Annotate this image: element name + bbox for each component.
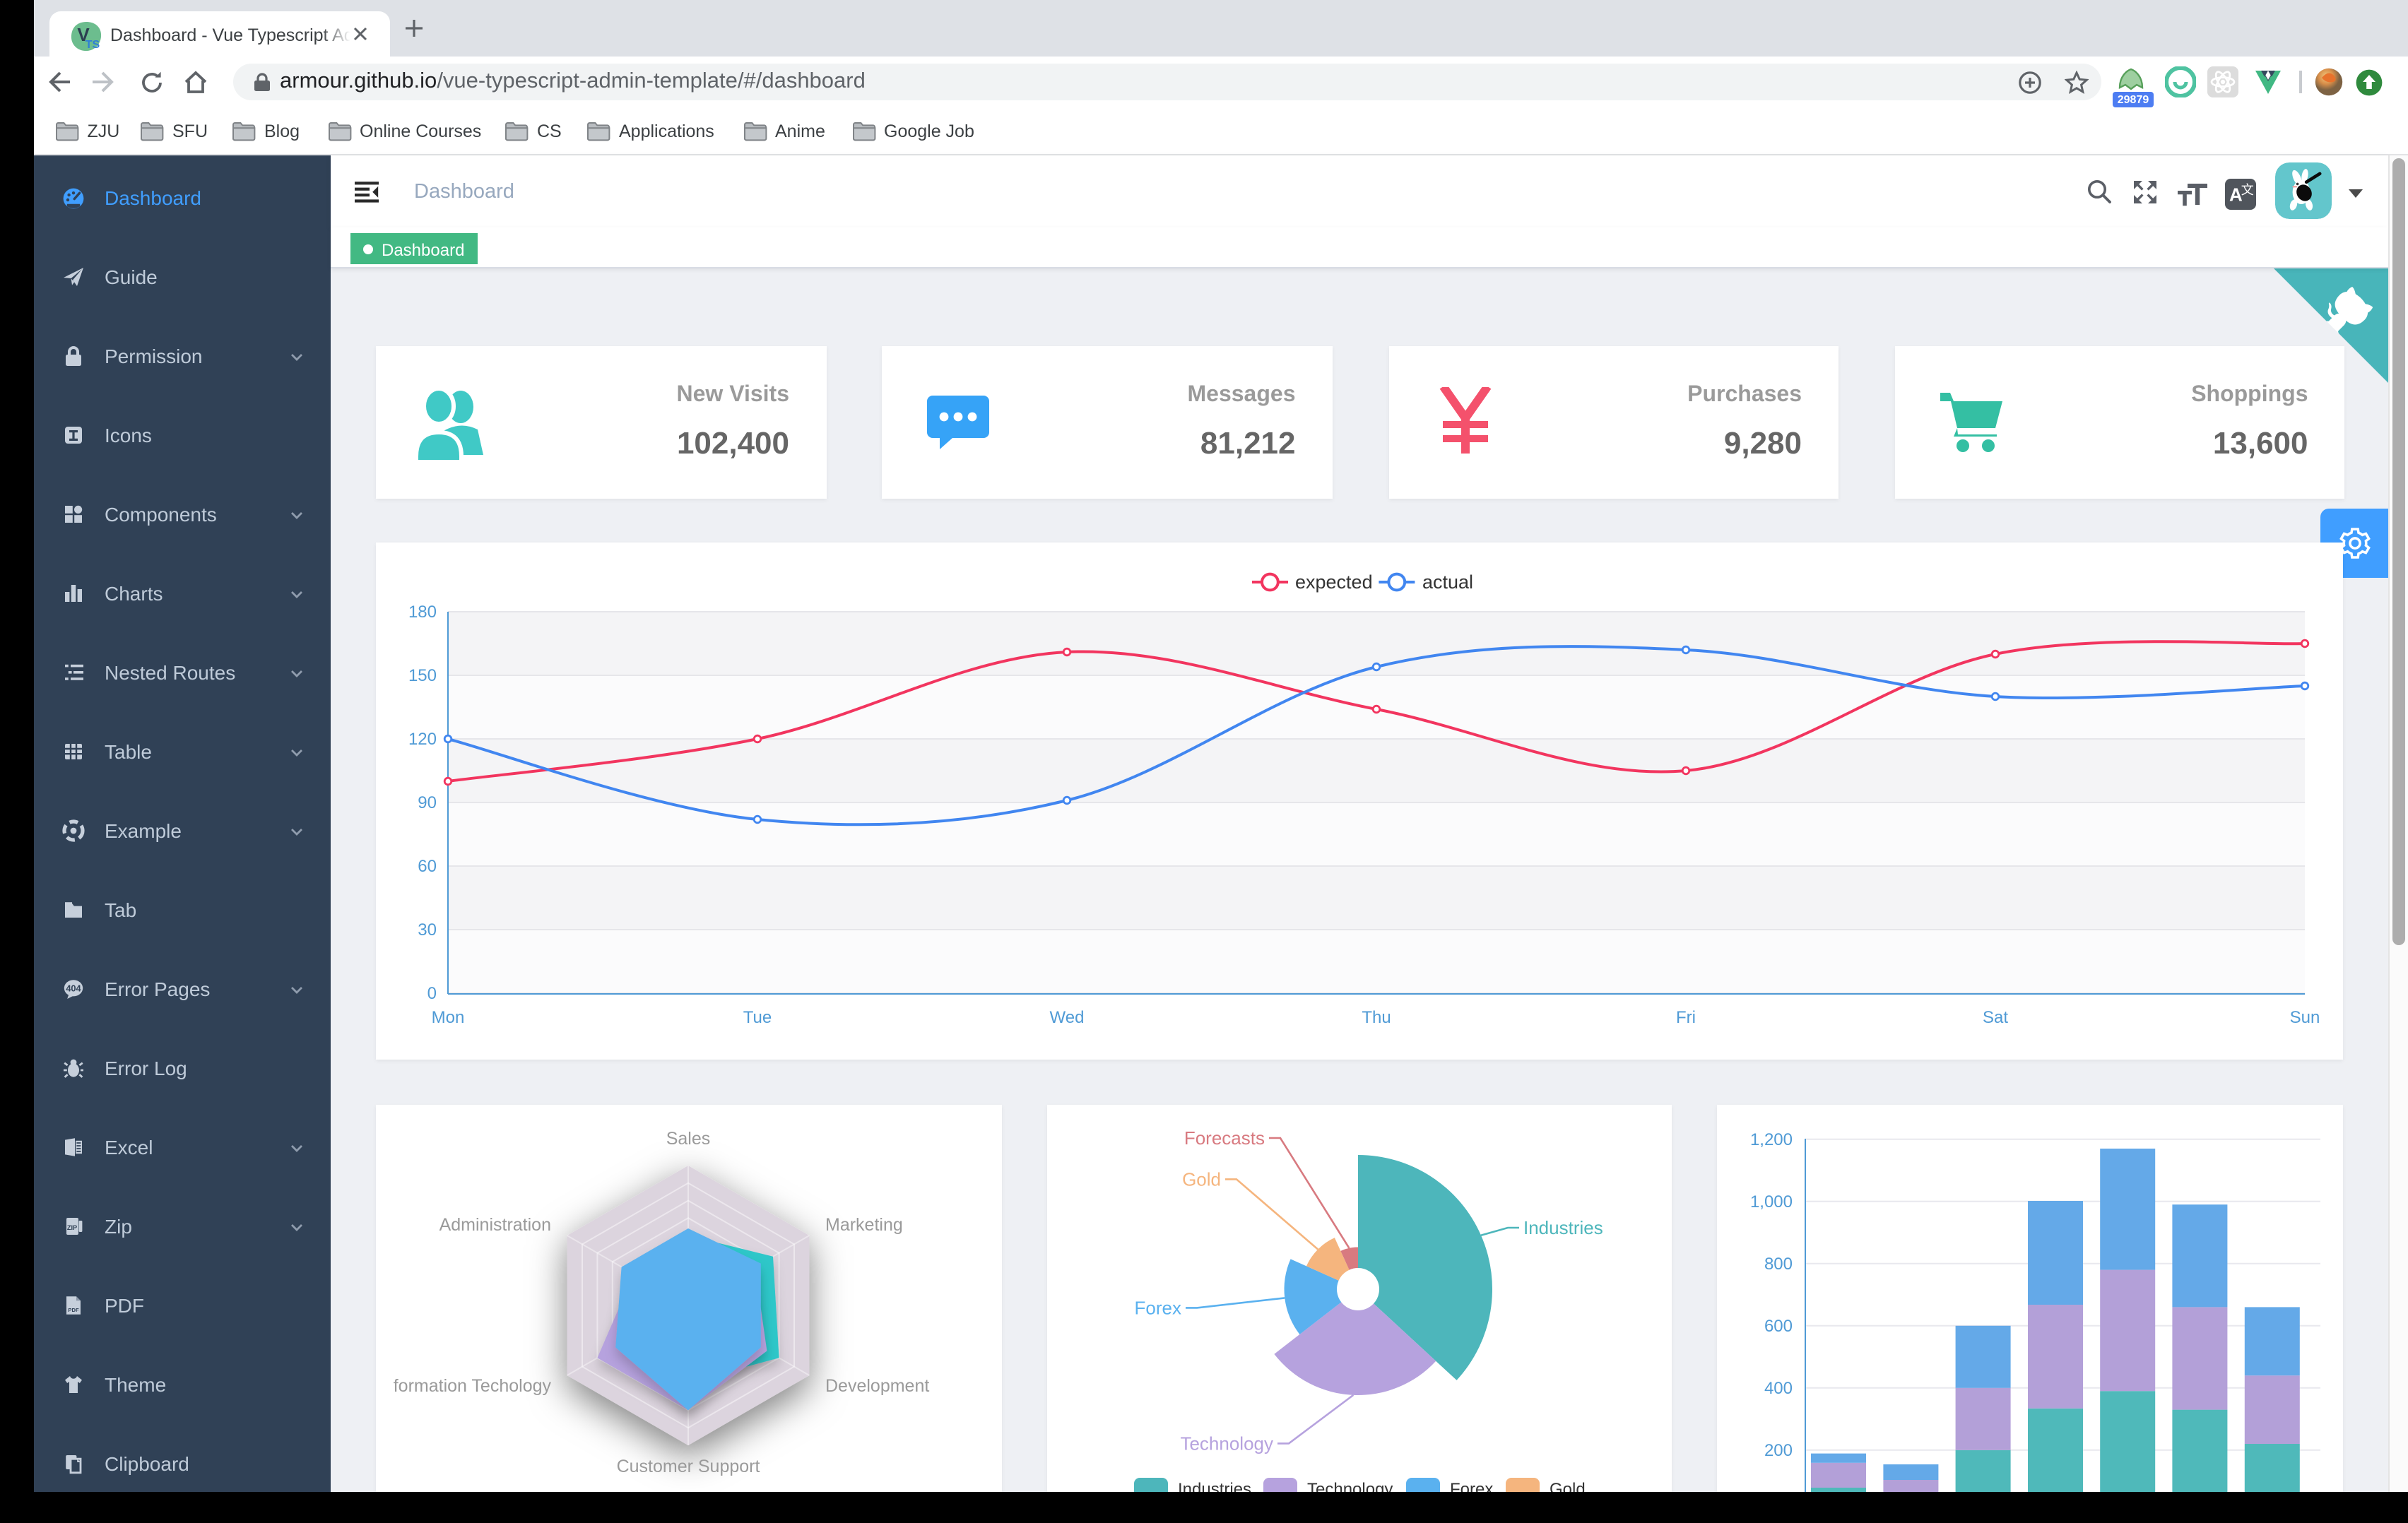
svg-text:ZIP: ZIP (67, 1224, 77, 1231)
svg-text:V: V (77, 24, 90, 45)
svg-text:A: A (2229, 184, 2243, 205)
svg-text:PDF: PDF (68, 1307, 79, 1313)
svg-text:404: 404 (66, 983, 81, 994)
svg-text:文: 文 (2241, 183, 2254, 197)
svg-text:TS: TS (85, 39, 100, 51)
